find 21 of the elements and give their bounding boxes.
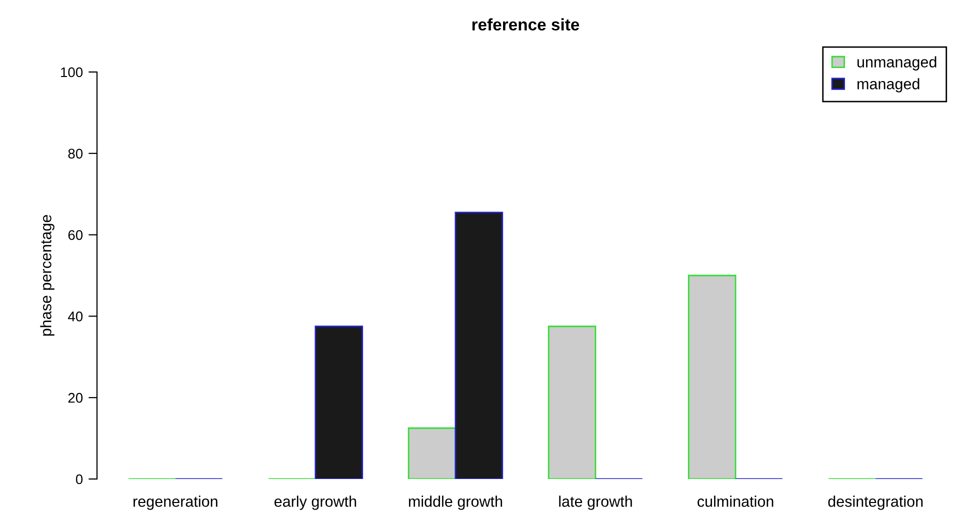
bar — [548, 326, 596, 479]
y-tick-label: 80 — [68, 148, 83, 159]
y-axis-title: phase percentage — [40, 215, 54, 336]
x-tick-label: late growth — [559, 496, 632, 510]
y-tick-label: 100 — [61, 67, 83, 78]
legend-label: managed — [858, 78, 920, 92]
x-tick-label: culmination — [698, 496, 774, 507]
y-tick-label: 60 — [68, 230, 83, 240]
y-tick-label: 20 — [68, 392, 83, 403]
bar — [688, 274, 736, 479]
bar — [314, 326, 364, 479]
legend-label: unmanaged — [857, 56, 936, 70]
bar — [408, 427, 456, 479]
bar — [454, 212, 504, 479]
x-tick-label: middle growth — [408, 496, 502, 510]
x-tick-label: early growth — [274, 496, 356, 510]
x-tick-label: desintegration — [828, 496, 923, 510]
y-tick-label: 0 — [76, 474, 83, 484]
x-tick-label: regeneration — [134, 496, 218, 510]
y-tick-label: 40 — [68, 312, 83, 322]
chart-title: reference site — [472, 18, 580, 30]
